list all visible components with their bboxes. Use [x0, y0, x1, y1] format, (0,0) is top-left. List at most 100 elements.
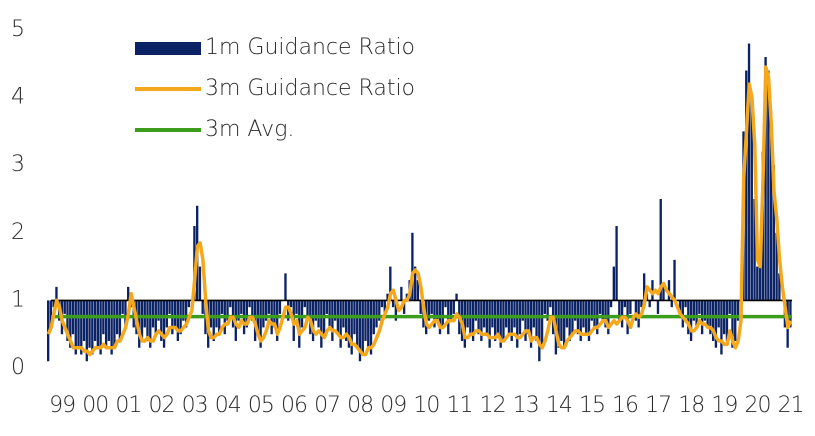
x-tick-label: 01 [115, 393, 141, 418]
bar [449, 300, 453, 321]
bar [104, 300, 108, 348]
bar [720, 300, 723, 355]
bar [259, 300, 262, 348]
bar [612, 266, 615, 301]
bar [413, 266, 417, 301]
x-tick-label: 10 [413, 393, 439, 418]
bar [331, 300, 334, 341]
bar [237, 300, 240, 321]
bar [562, 300, 566, 348]
bar [400, 286, 403, 301]
bar [278, 300, 282, 314]
bar [82, 300, 86, 341]
bar [491, 300, 494, 328]
bar [240, 300, 243, 314]
bar [574, 300, 577, 321]
bar [731, 300, 734, 348]
bar [184, 300, 188, 328]
bar [284, 273, 287, 301]
bar [769, 111, 773, 301]
y-tick-label: 0 [11, 355, 25, 380]
bar [146, 300, 149, 341]
bar [656, 300, 660, 314]
bar [775, 232, 778, 301]
bar [756, 266, 759, 301]
bar [494, 300, 497, 341]
bar [369, 300, 373, 355]
bar [52, 300, 55, 308]
x-tick-label: 00 [82, 393, 108, 418]
bar [717, 300, 720, 328]
bar [750, 97, 753, 301]
x-tick-label: 11 [447, 393, 473, 418]
bar [165, 300, 168, 328]
bar [471, 300, 475, 341]
bar [66, 300, 69, 341]
x-tick-label: 13 [513, 393, 539, 418]
bar [295, 300, 298, 314]
bar [339, 300, 342, 348]
bar [535, 300, 538, 341]
bar [317, 300, 320, 328]
bar [452, 300, 455, 314]
bar [273, 300, 276, 328]
bar [182, 300, 185, 321]
bar [441, 300, 444, 328]
x-tick-label: 04 [215, 393, 241, 418]
bar [455, 293, 458, 301]
bar [778, 273, 781, 301]
bar [579, 300, 582, 341]
bar [356, 300, 359, 348]
x-tick-label: 08 [347, 393, 373, 418]
bar [640, 300, 643, 308]
bar [505, 300, 508, 328]
bar [350, 300, 353, 355]
bar [201, 300, 204, 314]
x-tick-label: 03 [182, 393, 208, 418]
bar [767, 70, 770, 301]
bar [209, 300, 213, 328]
bar [480, 300, 483, 341]
bar [402, 300, 406, 314]
bar [143, 300, 146, 328]
bar [55, 286, 58, 301]
bar [593, 300, 596, 328]
bar [168, 300, 171, 314]
bar [629, 300, 632, 314]
bar [698, 300, 701, 314]
bar [598, 300, 602, 314]
bar [623, 300, 627, 308]
bar [347, 300, 351, 348]
bar [160, 300, 163, 341]
x-tick-label: 09 [380, 393, 406, 418]
bar [725, 300, 729, 341]
bar [96, 300, 100, 348]
bar [565, 300, 569, 328]
bar [248, 300, 251, 308]
bar [516, 300, 519, 348]
bar [711, 300, 715, 341]
bar [220, 300, 224, 314]
x-tick-label: 02 [149, 393, 175, 418]
bar [358, 300, 362, 362]
bar [648, 300, 651, 308]
bar [215, 300, 218, 328]
x-tick-label: 16 [612, 393, 638, 418]
bar [386, 293, 389, 301]
bar [689, 300, 693, 341]
bar [378, 300, 381, 321]
bar [521, 300, 524, 321]
bar [394, 300, 398, 321]
bar [187, 300, 191, 308]
bar [173, 300, 177, 328]
bar [513, 300, 516, 328]
bar [345, 300, 348, 341]
bar [361, 300, 364, 355]
bar [488, 300, 491, 348]
y-tick-label: 2 [11, 220, 25, 245]
x-tick-label: 06 [281, 393, 307, 418]
bar [411, 232, 414, 301]
x-tick-label: 99 [49, 393, 75, 418]
y-tick-label: 4 [11, 85, 25, 110]
